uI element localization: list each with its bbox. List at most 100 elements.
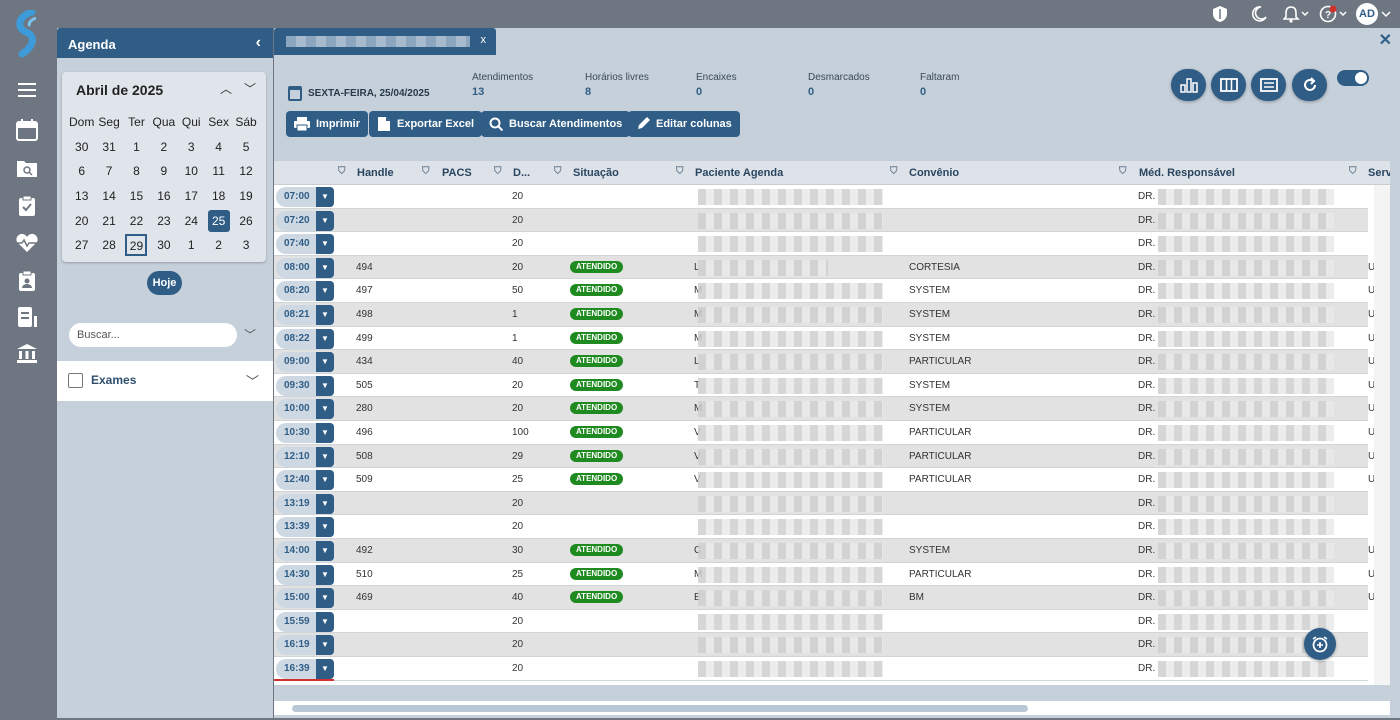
horizontal-scrollbar[interactable] bbox=[274, 701, 1390, 715]
table-row[interactable]: 08:20▼49750ATENDIDOMSYSTEMDR.US bbox=[274, 279, 1382, 303]
calendar-day[interactable]: 20 bbox=[68, 208, 95, 233]
chevron-down-icon[interactable]: ▼ bbox=[316, 352, 334, 373]
time-slot-button[interactable]: 13:19 ▼ bbox=[276, 493, 334, 514]
search-input[interactable]: Buscar... bbox=[69, 323, 237, 347]
column-convenio[interactable]: Convênio bbox=[909, 167, 960, 179]
table-row[interactable]: 08:21▼4981ATENDIDOMSYSTEMDR.US bbox=[274, 303, 1382, 327]
collapse-panel-icon[interactable]: ‹ bbox=[255, 34, 261, 51]
chevron-down-icon[interactable]: ▼ bbox=[316, 234, 334, 255]
calendar-day[interactable]: 27 bbox=[68, 233, 95, 258]
calendar-day[interactable]: 26 bbox=[232, 208, 259, 233]
add-alarm-button[interactable] bbox=[1304, 628, 1336, 660]
close-icon[interactable]: ✕ bbox=[1378, 32, 1392, 49]
time-slot-button[interactable]: 16:19 ▼ bbox=[276, 635, 334, 656]
calendar-day[interactable]: 22 bbox=[123, 208, 150, 233]
time-slot-button[interactable]: 12:10 ▼ bbox=[276, 446, 334, 467]
table-row[interactable]: 07:20 ▼ 20 DR. bbox=[274, 208, 1368, 233]
shield-icon[interactable] bbox=[1212, 3, 1228, 25]
chevron-down-icon[interactable]: ▼ bbox=[316, 446, 334, 467]
list-view-button[interactable] bbox=[1251, 69, 1286, 101]
calendar-day[interactable]: 9 bbox=[150, 159, 177, 184]
chevron-down-icon[interactable]: ▼ bbox=[316, 493, 334, 514]
calendar-day[interactable]: 31 bbox=[95, 135, 122, 160]
menu-icon[interactable] bbox=[14, 77, 40, 103]
calendar-day[interactable]: 12 bbox=[232, 159, 259, 184]
chevron-down-icon[interactable]: ▼ bbox=[316, 423, 334, 443]
notifications-icon[interactable] bbox=[1283, 3, 1311, 25]
report-icon[interactable] bbox=[14, 304, 40, 330]
chevron-down-icon[interactable]: ▼ bbox=[316, 305, 334, 325]
clipboard-user-icon[interactable] bbox=[14, 268, 40, 294]
export-excel-button[interactable]: Exportar Excel bbox=[369, 111, 483, 137]
chevron-down-icon[interactable]: ▼ bbox=[316, 517, 334, 538]
exames-filter[interactable]: Exames ﹀ bbox=[57, 361, 273, 401]
column-serv[interactable]: Serv bbox=[1368, 167, 1390, 179]
tab-close-icon[interactable]: x bbox=[480, 34, 487, 46]
vertical-scrollbar[interactable] bbox=[1374, 185, 1390, 685]
clipboard-check-icon[interactable] bbox=[14, 193, 40, 219]
calendar-day[interactable]: 23 bbox=[150, 208, 177, 233]
chevron-down-icon[interactable]: ▼ bbox=[316, 541, 334, 561]
calendar-day[interactable]: 3 bbox=[232, 233, 259, 258]
filter-icon[interactable]: ⛉ bbox=[890, 166, 898, 177]
time-slot-button[interactable]: 14:00 ▼ bbox=[276, 541, 334, 561]
calendar-day[interactable]: 30 bbox=[68, 135, 95, 160]
calendar-day[interactable]: 15 bbox=[123, 184, 150, 209]
dark-mode-icon[interactable] bbox=[1251, 3, 1267, 25]
calendar-day[interactable]: 6 bbox=[68, 159, 95, 184]
calendar-day[interactable]: 11 bbox=[205, 159, 232, 184]
time-slot-button[interactable]: 10:00 ▼ bbox=[276, 399, 334, 420]
table-row[interactable]: 14:30▼51025ATENDIDOMPARTICULARDR.US bbox=[274, 563, 1382, 587]
column-paciente[interactable]: Paciente Agenda bbox=[695, 167, 784, 179]
time-slot-button[interactable]: 15:00 ▼ bbox=[276, 588, 334, 609]
table-row[interactable]: 10:00▼28020ATENDIDOMSYSTEMDR.US bbox=[274, 397, 1382, 421]
user-menu[interactable]: AD bbox=[1356, 3, 1391, 25]
refresh-button[interactable] bbox=[1292, 69, 1327, 101]
search-dropdown-icon[interactable]: ﹀ bbox=[243, 327, 256, 342]
calendar-day[interactable]: 8 bbox=[123, 159, 150, 184]
table-row[interactable]: 16:19 ▼ 20 DR. bbox=[274, 633, 1368, 657]
calendar-day[interactable]: 1 bbox=[123, 135, 150, 160]
table-row[interactable]: 13:39 ▼ 20 DR. bbox=[274, 515, 1368, 539]
column-medico[interactable]: Méd. Responsável bbox=[1139, 167, 1235, 179]
edit-columns-button[interactable]: Editar colunas bbox=[628, 111, 740, 137]
calendar-day[interactable]: 29 bbox=[123, 233, 150, 258]
table-row[interactable]: 07:40 ▼ 20 DR. bbox=[274, 232, 1368, 256]
time-slot-button[interactable]: 08:21 ▼ bbox=[276, 305, 334, 325]
calendar-day[interactable]: 18 bbox=[205, 184, 232, 209]
time-slot-button[interactable]: 09:00 ▼ bbox=[276, 352, 334, 373]
calendar-day[interactable]: 25 bbox=[205, 208, 232, 233]
chevron-down-icon[interactable]: ▼ bbox=[316, 257, 334, 278]
calendar-day[interactable]: 30 bbox=[150, 233, 177, 258]
table-row[interactable]: 15:00▼46940ATENDIDOEBMDR.US bbox=[274, 586, 1382, 610]
filter-icon[interactable]: ⛉ bbox=[422, 166, 430, 177]
table-row[interactable]: 15:59 ▼ 20 DR. bbox=[274, 610, 1368, 634]
time-slot-button[interactable]: 08:22 ▼ bbox=[276, 328, 334, 349]
app-logo[interactable] bbox=[10, 10, 46, 60]
column-d[interactable]: D... bbox=[513, 167, 531, 179]
calendar-icon[interactable] bbox=[14, 117, 40, 143]
chevron-down-icon[interactable]: ▼ bbox=[316, 470, 334, 491]
calendar-day[interactable]: 24 bbox=[178, 208, 205, 233]
filter-icon[interactable]: ⛉ bbox=[1119, 166, 1127, 177]
time-slot-button[interactable]: 14:30 ▼ bbox=[276, 564, 334, 585]
view-toggle[interactable] bbox=[1337, 70, 1369, 86]
search-appointments-button[interactable]: Buscar Atendimentos bbox=[481, 111, 631, 137]
previous-month-icon[interactable]: ︿ bbox=[220, 82, 233, 96]
calendar-day[interactable]: 4 bbox=[205, 135, 232, 160]
chevron-down-icon[interactable]: ▼ bbox=[316, 187, 334, 207]
calendar-day[interactable]: 19 bbox=[232, 184, 259, 209]
filter-icon[interactable]: ⛉ bbox=[554, 166, 562, 177]
chevron-down-icon[interactable]: ▼ bbox=[316, 375, 334, 396]
filter-icon[interactable]: ⛉ bbox=[1349, 166, 1357, 177]
chart-button[interactable] bbox=[1171, 69, 1206, 101]
time-slot-button[interactable]: 08:20 ▼ bbox=[276, 281, 334, 302]
next-month-icon[interactable]: ﹀ bbox=[244, 82, 257, 96]
chevron-down-icon[interactable]: ▼ bbox=[316, 210, 334, 231]
time-slot-button[interactable]: 15:59 ▼ bbox=[276, 611, 334, 632]
chevron-down-icon[interactable]: ▼ bbox=[316, 281, 334, 302]
calendar-day[interactable]: 14 bbox=[95, 184, 122, 209]
institution-icon[interactable] bbox=[14, 340, 40, 366]
today-button[interactable]: Hoje bbox=[147, 271, 182, 295]
